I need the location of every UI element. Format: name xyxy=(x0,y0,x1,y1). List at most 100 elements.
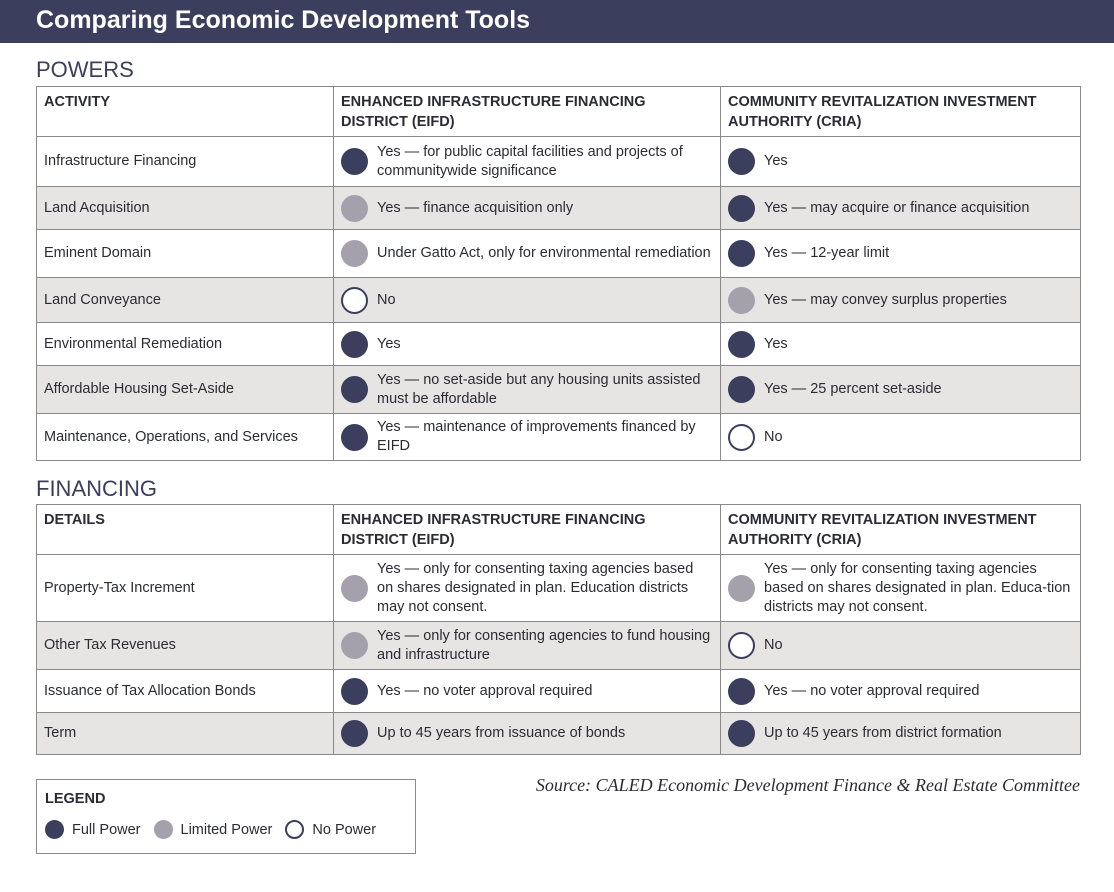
eifd-cell-text: Yes — finance acquisition only xyxy=(377,199,574,216)
cria-cell-text: Yes — may acquire or finance acquisition xyxy=(764,199,1030,216)
column-header-cria: COMMUNITY REVITALIZATION INVESTMENT AUTH… xyxy=(720,86,1081,137)
no-power-dot-icon xyxy=(341,286,368,314)
eifd-cell: Yes — finance acquisition only xyxy=(333,186,721,230)
cria-cell-content: Yes — may convey surplus properties xyxy=(728,286,1072,314)
eifd-cell-content: Yes — no voter approval required xyxy=(341,677,712,705)
eifd-cell-content: Up to 45 years from issuance of bonds xyxy=(341,720,712,747)
full-power-dot-icon xyxy=(341,423,368,451)
full-power-dot-icon xyxy=(45,820,64,839)
financing-header-row: DETAILS ENHANCED INFRASTRUCTURE FINANCIN… xyxy=(36,504,1081,555)
full-power-dot-icon xyxy=(728,376,755,403)
full-power-dot-icon xyxy=(728,720,755,747)
activity-cell: Land Conveyance xyxy=(36,277,334,323)
eifd-cell-content: Yes — maintenance of improvements financ… xyxy=(341,418,712,456)
cria-cell: Yes — no voter approval required xyxy=(720,669,1081,713)
activity-cell: Maintenance, Operations, and Services xyxy=(36,413,334,461)
table-row: Infrastructure Financing Yes — for public… xyxy=(36,136,1081,187)
table-row: Affordable Housing Set-Aside Yes — no set… xyxy=(36,365,1081,414)
eifd-cell-text: Under Gatto Act, only for environmental … xyxy=(377,245,711,261)
activity-cell: Other Tax Revenues xyxy=(36,621,334,670)
full-power-dot-icon xyxy=(341,720,368,747)
table-row: Term Up to 45 years from issuance of bond… xyxy=(36,712,1081,755)
table-row: Maintenance, Operations, and Services Yes… xyxy=(36,413,1081,461)
column-header-cria: COMMUNITY REVITALIZATION INVESTMENT AUTH… xyxy=(720,504,1081,555)
cria-cell-text: Yes — 25 percent set-aside xyxy=(764,381,942,397)
cria-cell: Yes — 12-year limit xyxy=(720,229,1081,278)
cria-cell: Yes — 25 percent set-aside xyxy=(720,365,1081,414)
eifd-cell: Yes — only for consenting taxing agencie… xyxy=(333,554,721,622)
eifd-cell: No xyxy=(333,277,721,323)
legend-item-limited: Limited Power xyxy=(153,820,273,839)
eifd-cell: Up to 45 years from issuance of bonds xyxy=(333,712,721,755)
limited-power-dot-icon xyxy=(728,574,755,602)
eifd-cell: Yes — only for consenting agencies to fu… xyxy=(333,621,721,670)
eifd-cell: Under Gatto Act, only for environmental … xyxy=(333,229,721,278)
cria-cell: No xyxy=(720,413,1081,461)
no-power-dot-icon xyxy=(285,820,305,839)
financing-table: DETAILS ENHANCED INFRASTRUCTURE FINANCIN… xyxy=(36,504,1081,755)
limited-power-dot-icon xyxy=(341,632,368,659)
eifd-cell-content: Under Gatto Act, only for environmental … xyxy=(341,240,712,267)
legend-items: Full Power Limited Power No Power xyxy=(45,820,407,839)
eifd-cell-content: Yes — only for consenting taxing agencie… xyxy=(341,560,712,617)
limited-power-dot-icon xyxy=(728,286,755,314)
cria-cell-content: Yes — no voter approval required xyxy=(728,677,1072,705)
limited-power-dot-icon xyxy=(341,194,368,222)
cria-cell-text: Yes xyxy=(764,153,788,169)
cria-cell: Up to 45 years from district formation xyxy=(720,712,1081,755)
table-row: Property-Tax Increment Yes — only for con… xyxy=(36,554,1081,622)
column-header-eifd: ENHANCED INFRASTRUCTURE FINANCING DISTRI… xyxy=(333,504,721,555)
powers-header-row: ACTIVITY ENHANCED INFRASTRUCTURE FINANCI… xyxy=(36,86,1081,137)
legend: LEGEND Full Power Limited Power No Power xyxy=(36,779,416,854)
cria-cell-text: Yes — may convey surplus properties xyxy=(764,291,1007,308)
eifd-cell-content: Yes — for public capital facilities and … xyxy=(341,143,712,181)
cria-cell-content: Yes — only for consenting taxing agencie… xyxy=(728,560,1072,617)
eifd-cell-text: Up to 45 years from issuance of bonds xyxy=(377,725,626,741)
legend-label: Limited Power xyxy=(180,821,273,838)
activity-cell: Term xyxy=(36,712,334,755)
eifd-cell: Yes — maintenance of improvements financ… xyxy=(333,413,721,461)
table-row: Land Conveyance No Yes — may convey surplu… xyxy=(36,277,1081,323)
column-header-details: DETAILS xyxy=(36,504,334,555)
powers-table: ACTIVITY ENHANCED INFRASTRUCTURE FINANCI… xyxy=(36,86,1081,461)
cria-cell: Yes xyxy=(720,322,1081,366)
table-row: Issuance of Tax Allocation Bonds Yes — no… xyxy=(36,669,1081,713)
eifd-cell-content: No xyxy=(341,286,712,314)
activity-cell: Environmental Remediation xyxy=(36,322,334,366)
cria-cell-content: Yes — 12-year limit xyxy=(728,240,1072,267)
cria-cell-text: No xyxy=(764,637,783,653)
column-header-activity: ACTIVITY xyxy=(36,86,334,137)
full-power-dot-icon xyxy=(728,330,755,358)
source-note: Source: CALED Economic Development Finan… xyxy=(535,775,1080,795)
eifd-cell-text: Yes — maintenance of improvements financ… xyxy=(377,419,696,454)
eifd-cell-text: Yes — only for consenting agencies to fu… xyxy=(377,627,711,663)
eifd-cell-content: Yes — no set-aside but any housing units… xyxy=(341,371,712,409)
activity-cell: Land Acquisition xyxy=(36,186,334,230)
limited-power-dot-icon xyxy=(341,240,368,267)
cria-cell-content: No xyxy=(728,632,1072,659)
eifd-cell: Yes — no voter approval required xyxy=(333,669,721,713)
activity-cell: Property-Tax Increment xyxy=(36,554,334,622)
cria-cell: No xyxy=(720,621,1081,670)
eifd-cell-text: Yes — only for consenting taxing agencie… xyxy=(377,560,694,615)
cria-cell-content: Yes — 25 percent set-aside xyxy=(728,376,1072,403)
table-row: Environmental Remediation Yes Yes xyxy=(36,322,1081,366)
activity-cell: Issuance of Tax Allocation Bonds xyxy=(36,669,334,713)
cria-cell: Yes — may convey surplus properties xyxy=(720,277,1081,323)
cria-cell-text: Yes — no voter approval required xyxy=(764,682,980,699)
eifd-cell-text: Yes — for public capital facilities and … xyxy=(377,143,683,179)
legend-label: No Power xyxy=(312,821,377,838)
full-power-dot-icon xyxy=(341,677,368,705)
cria-cell-content: Yes xyxy=(728,330,1072,358)
eifd-cell-text: No xyxy=(377,291,396,308)
table-row: Other Tax Revenues Yes — only for consent… xyxy=(36,621,1081,670)
eifd-cell: Yes xyxy=(333,322,721,366)
eifd-cell-content: Yes xyxy=(341,330,712,358)
cria-cell: Yes xyxy=(720,136,1081,187)
full-power-dot-icon xyxy=(728,677,755,705)
eifd-cell-text: Yes xyxy=(377,335,401,352)
cria-cell-text: Yes — only for consenting taxing agencie… xyxy=(764,560,1071,615)
cria-cell: Yes — may acquire or finance acquisition xyxy=(720,186,1081,230)
legend-item-none: No Power xyxy=(285,820,376,839)
cria-cell-content: Yes — may acquire or finance acquisition xyxy=(728,194,1072,222)
